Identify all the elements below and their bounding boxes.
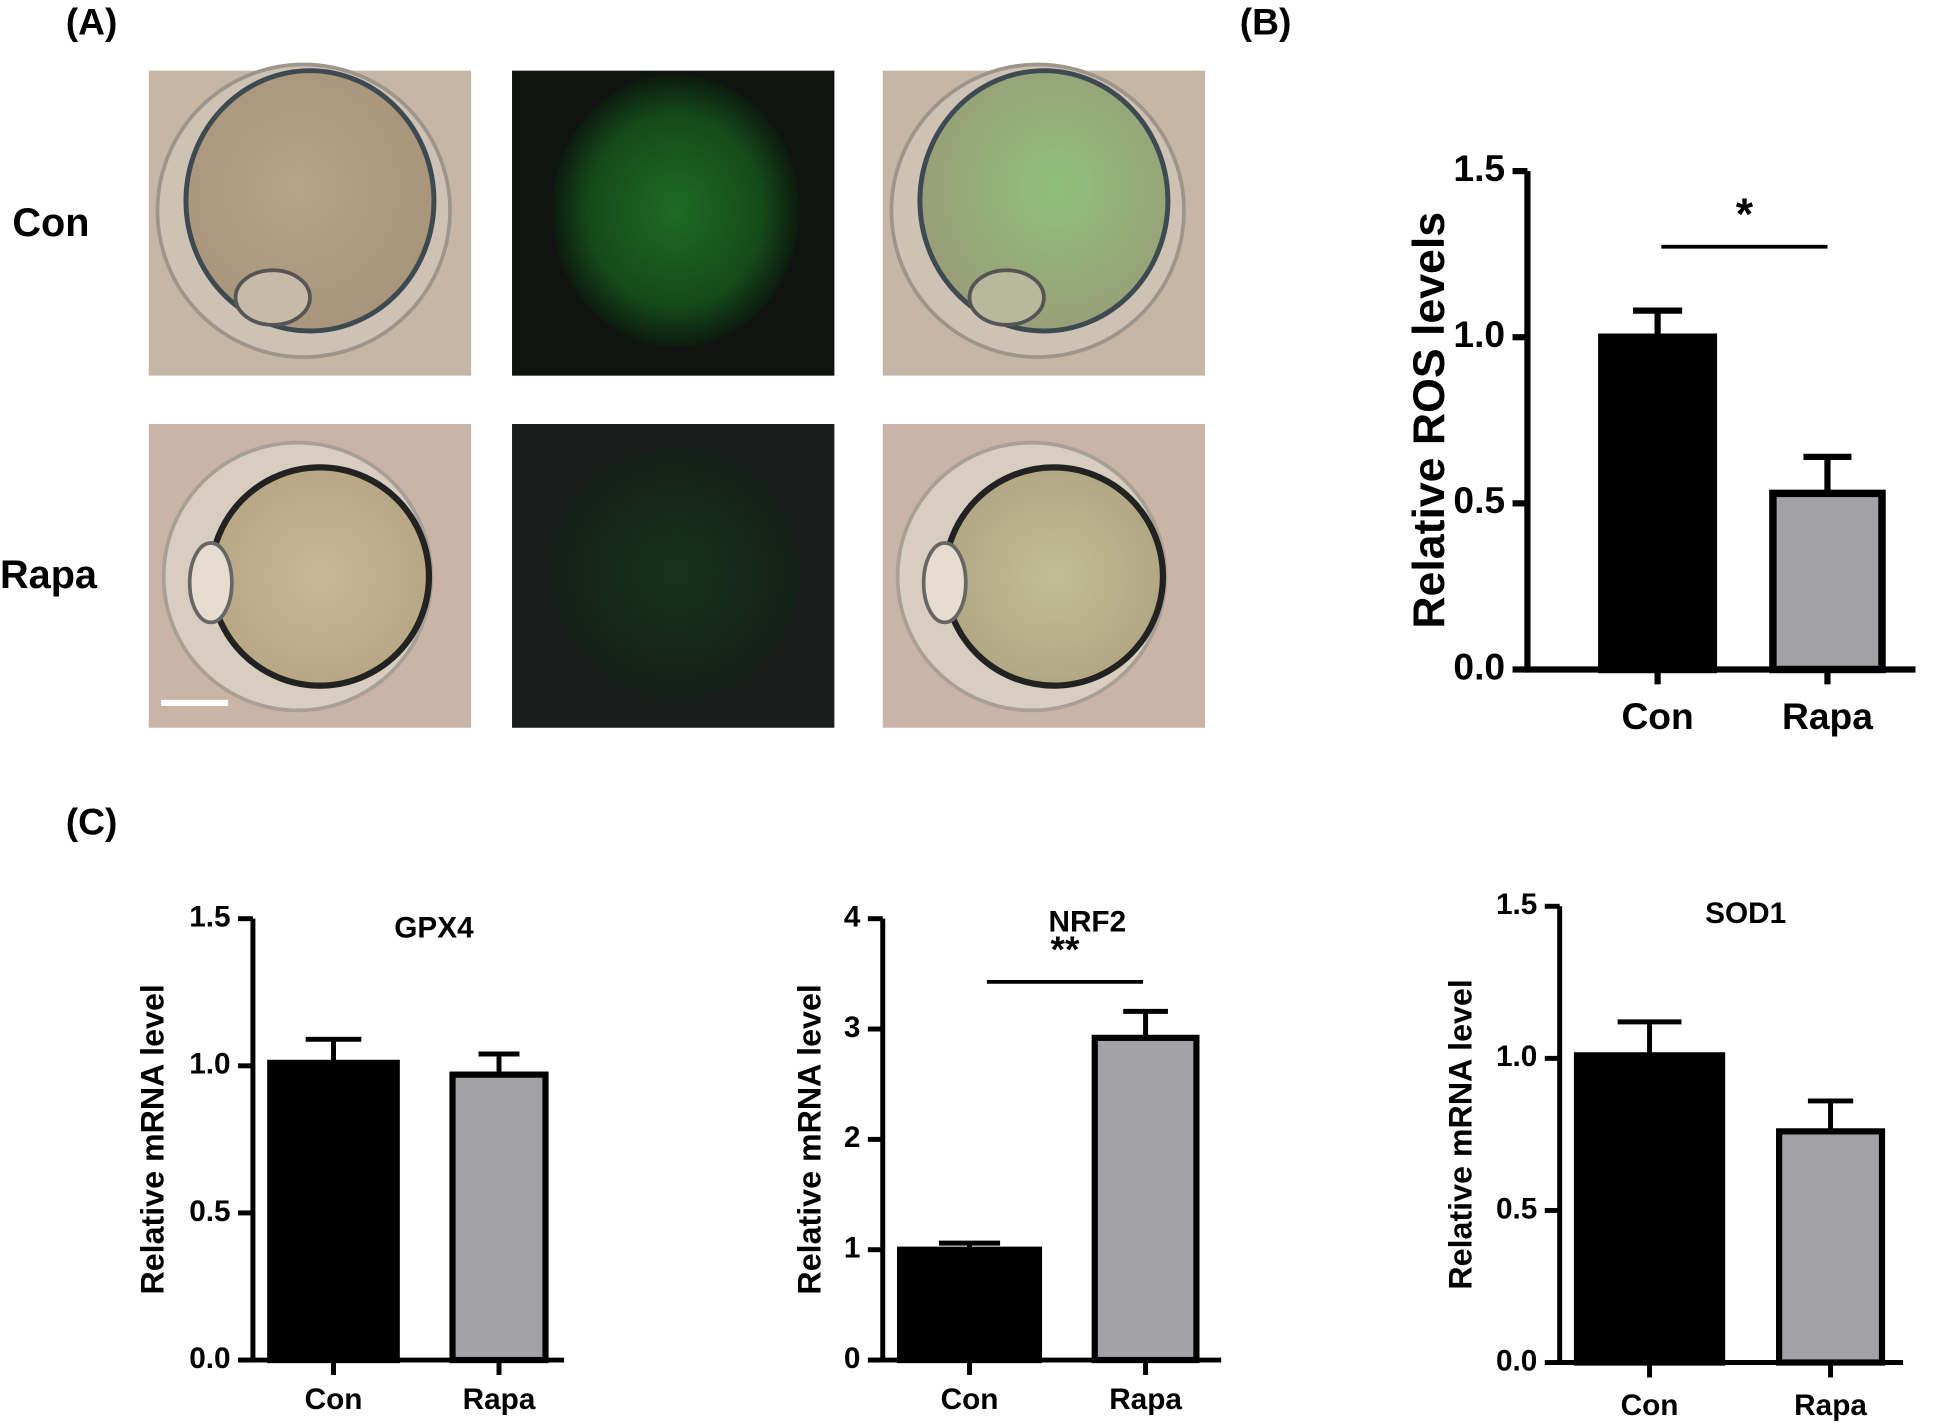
y-tick-label: 1.5 (189, 901, 230, 934)
row-label: Rapa (0, 553, 98, 597)
panel-label: (B) (1240, 1, 1292, 43)
y-tick-label: 0.5 (189, 1195, 230, 1228)
panel-label: (A) (66, 1, 118, 43)
x-tick-label: Rapa (463, 1383, 536, 1416)
bar (267, 1059, 400, 1364)
charts: 0.0 0.5 1.0 1.5 Con Rapa Relative ROS levels * 0… (134, 147, 1916, 1422)
micrograph (882, 62, 1206, 376)
micrograph (512, 424, 835, 728)
y-tick-label: 0.0 (1453, 645, 1505, 687)
y-tick-label: 0 (844, 1342, 861, 1375)
y-axis-label: Relative mRNA level (792, 984, 828, 1294)
y-tick-label: 0.0 (189, 1342, 230, 1375)
chart-title: NRF2 (1048, 906, 1126, 939)
y-axis-label: Relative ROS levels (1405, 212, 1454, 629)
micrograph (148, 424, 472, 728)
bar (1776, 1128, 1886, 1366)
panel-label: (C) (66, 800, 118, 842)
bar (896, 1246, 1043, 1364)
y-axis-label: Relative mRNA level (134, 984, 170, 1294)
micrograph (882, 424, 1206, 728)
x-tick-label: Rapa (1782, 695, 1873, 737)
row-label: Con (12, 201, 89, 245)
x-tick-label: Con (1621, 695, 1693, 737)
significance-label: * (1736, 190, 1754, 239)
x-tick-label: Rapa (1794, 1389, 1867, 1422)
x-tick-label: Con (1621, 1389, 1679, 1422)
y-tick-label: 1.0 (189, 1048, 230, 1081)
y-tick-label: 0.0 (1496, 1344, 1537, 1377)
significance-label: ** (1051, 928, 1080, 970)
y-axis-label: Relative mRNA level (1442, 979, 1478, 1289)
y-tick-label: 1.0 (1453, 313, 1505, 355)
micrograph (148, 62, 472, 376)
y-tick-label: 1 (844, 1232, 861, 1265)
chart-title: SOD1 (1705, 897, 1786, 930)
bar (449, 1071, 549, 1364)
bar (1598, 333, 1718, 674)
y-tick-label: 1.5 (1496, 888, 1537, 921)
micrograph (512, 70, 835, 376)
y-tick-label: 0.5 (1496, 1192, 1537, 1225)
y-tick-label: 2 (844, 1121, 861, 1154)
x-tick-label: Con (941, 1383, 999, 1416)
x-tick-label: Rapa (1109, 1383, 1182, 1416)
y-tick-label: 3 (844, 1011, 861, 1044)
bar (1573, 1052, 1726, 1366)
y-tick-label: 1.0 (1496, 1040, 1537, 1073)
y-tick-label: 0.5 (1453, 479, 1505, 521)
x-tick-label: Con (305, 1383, 363, 1416)
y-tick-label: 1.5 (1453, 147, 1505, 189)
y-tick-label: 4 (844, 901, 861, 934)
chart-title: GPX4 (394, 912, 474, 945)
bar (1091, 1034, 1200, 1364)
bar (1769, 489, 1886, 674)
